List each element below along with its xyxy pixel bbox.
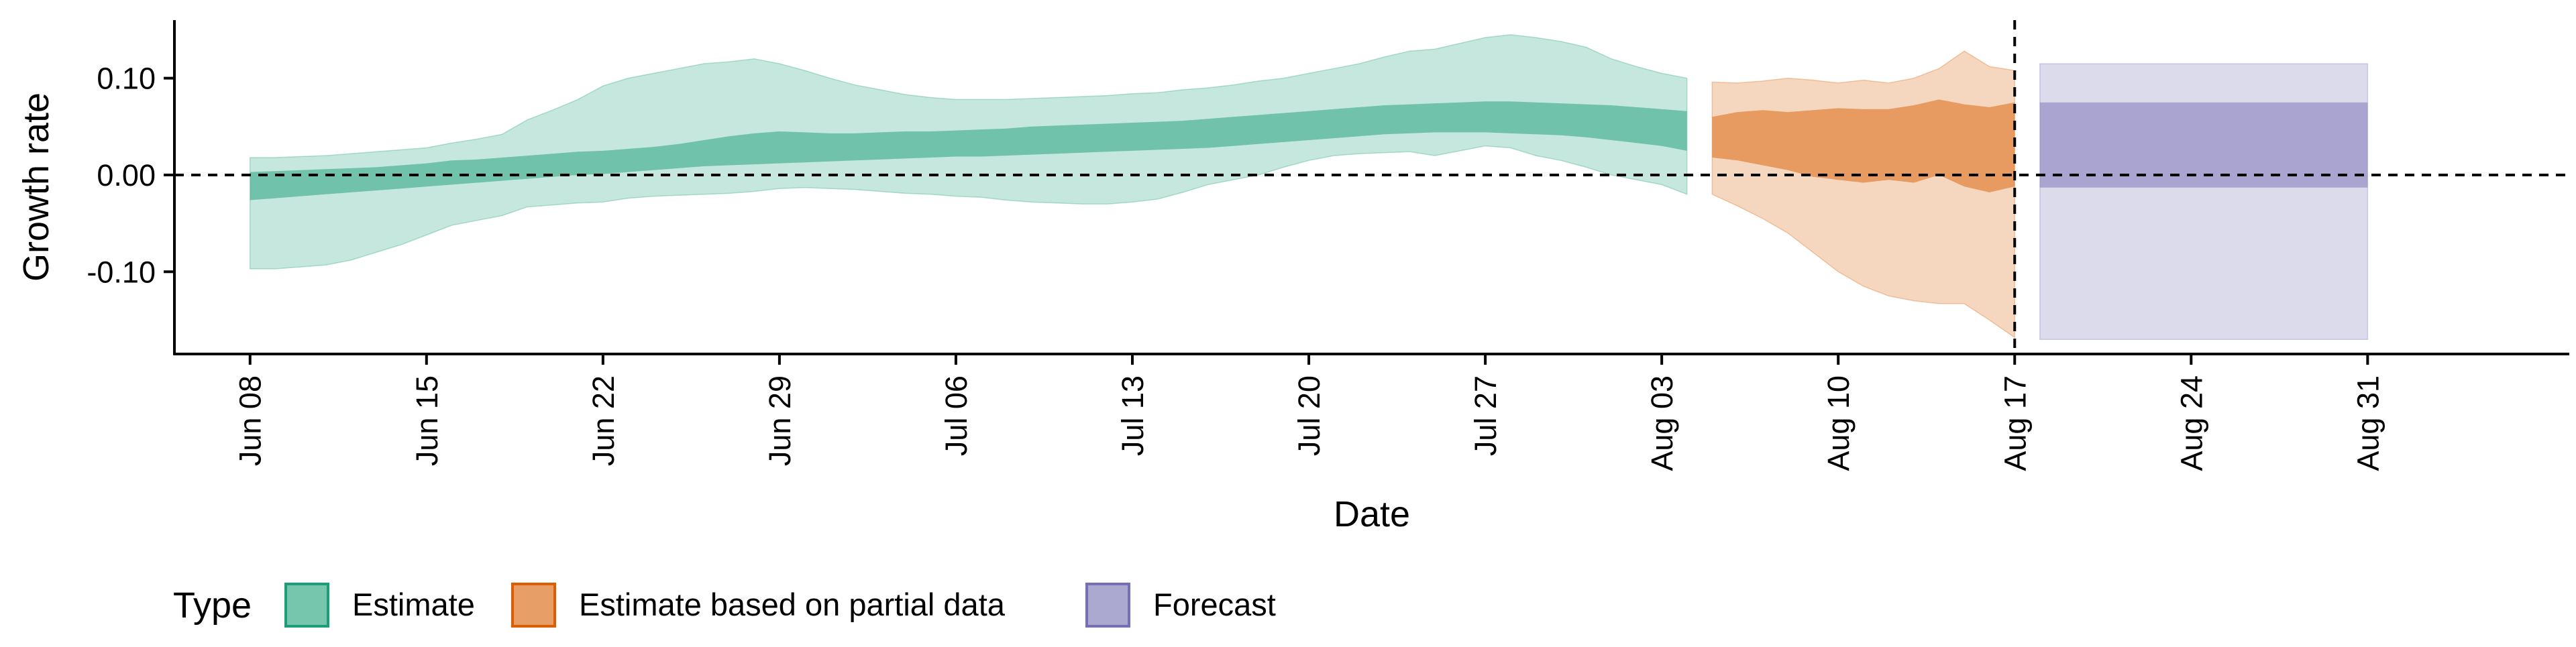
- x-tick-label: Jun 22: [586, 375, 621, 466]
- y-axis-title: Growth rate: [16, 93, 56, 282]
- x-tick-label: Aug 17: [1998, 375, 2032, 471]
- x-tick-label: Jul 27: [1468, 375, 1503, 456]
- x-tick-label: Jul 13: [1116, 375, 1150, 456]
- series-3-inner-band: [2039, 102, 2368, 188]
- legend-key-2: [511, 583, 556, 628]
- legend-key-3: [1085, 583, 1130, 628]
- x-tick-label: Jul 20: [1292, 375, 1326, 456]
- x-tick-label: Aug 03: [1645, 375, 1679, 471]
- x-tick-label: Jun 15: [410, 375, 444, 466]
- series-2-outer-band: [1711, 50, 2016, 339]
- series-1-inner-band: [250, 101, 1687, 200]
- axes: -0.10 0.00 0.10 Jun 08 Jun 15 Jun 22 Jun 29 Jul…: [16, 20, 2569, 534]
- x-tick-label: Aug 31: [2351, 375, 2385, 471]
- x-tick-label: Aug 10: [1821, 375, 1856, 471]
- reference-lines: [174, 20, 2569, 354]
- y-tick-label: -0.10: [87, 255, 156, 289]
- x-tick-label: Jun 29: [763, 375, 797, 466]
- legend-label-3: Forecast: [1153, 587, 1276, 622]
- plot-area: [249, 34, 2369, 341]
- x-axis-title: Date: [1334, 494, 1410, 534]
- legend-key-1: [284, 583, 329, 628]
- y-tick-label: 0.10: [97, 62, 156, 96]
- x-tick-label: Jul 06: [939, 375, 973, 456]
- series-2-inner-band: [1712, 99, 2015, 192]
- legend: Type Estimate Estimate based on partial da…: [173, 583, 1276, 628]
- x-tick-label: Jun 08: [233, 375, 268, 466]
- y-tick-label: 0.00: [97, 158, 156, 192]
- legend-label-2: Estimate based on partial data: [579, 587, 1006, 622]
- legend-label-1: Estimate: [352, 587, 475, 622]
- series-1: [249, 34, 1688, 270]
- series-2: [1711, 50, 2016, 339]
- legend-title: Type: [173, 585, 252, 626]
- series-3: [2039, 63, 2369, 341]
- x-tick-label: Aug 24: [2174, 375, 2208, 471]
